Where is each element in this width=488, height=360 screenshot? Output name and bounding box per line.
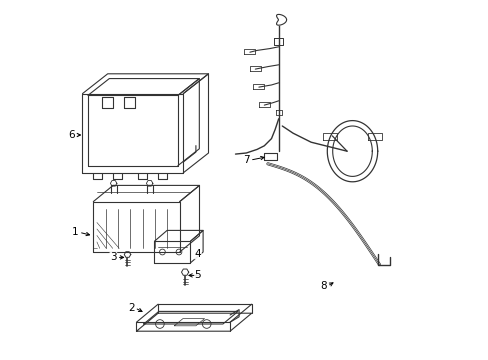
Polygon shape: [276, 14, 286, 25]
Text: 6: 6: [68, 130, 75, 140]
Text: 2: 2: [128, 303, 134, 313]
Text: 3: 3: [110, 252, 117, 262]
Text: 8: 8: [320, 281, 326, 291]
Text: 5: 5: [194, 270, 201, 280]
Text: 7: 7: [243, 155, 249, 165]
Text: 1: 1: [72, 227, 79, 237]
Text: 4: 4: [194, 249, 201, 259]
